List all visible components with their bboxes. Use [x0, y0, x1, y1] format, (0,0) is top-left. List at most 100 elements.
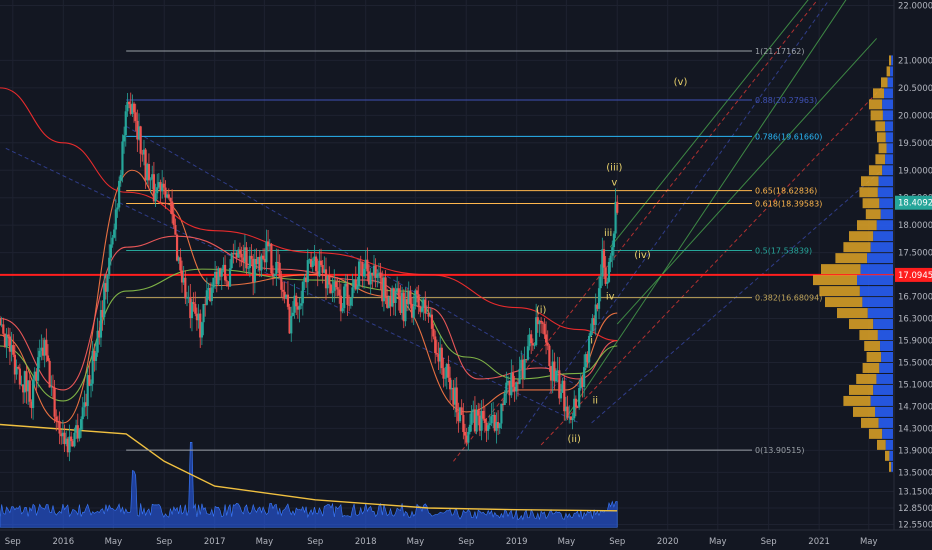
time-tick-label: Sep [761, 537, 777, 547]
volume-profile-bar-down [891, 55, 893, 66]
candle-body [412, 306, 415, 318]
candle-body [444, 377, 447, 379]
candle-body [589, 331, 592, 336]
candle-body [333, 281, 336, 291]
candle-body [276, 261, 280, 263]
candle-body [124, 111, 127, 136]
candle-body [180, 270, 184, 283]
candle-body [136, 120, 139, 140]
candle-body [508, 381, 511, 396]
volume-profile-bar-up [857, 220, 877, 231]
volume-profile-bar-up [866, 352, 882, 362]
candle-body [409, 290, 412, 305]
candle-body [528, 334, 531, 347]
volume-profile-bar-up [875, 121, 886, 132]
volume-profile-bar-down [857, 275, 893, 286]
candle-body [273, 273, 276, 277]
candle-body [473, 409, 477, 432]
candle-body [40, 347, 43, 351]
candle-body [114, 209, 117, 230]
volume-profile-bar-down [867, 253, 893, 264]
candle-body [218, 268, 222, 277]
candle-body [521, 359, 525, 379]
wave-label: ii [593, 396, 599, 407]
candle-body [204, 304, 207, 305]
candle-body [449, 377, 452, 390]
candle-body [391, 288, 394, 307]
time-tick-label: May [105, 537, 123, 547]
volume-profile-bar-down [876, 220, 893, 231]
candle-body [17, 366, 20, 369]
candle-body [232, 253, 235, 255]
candle-body [233, 252, 237, 255]
time-tick-label: 2021 [808, 537, 830, 547]
candle-body [419, 307, 422, 312]
wave-label: iii [604, 228, 612, 239]
volume-profile-bar-down [873, 231, 893, 242]
volume-profile [813, 55, 893, 472]
candle-body [505, 382, 508, 394]
candle-body [205, 290, 208, 305]
candle-body [396, 288, 399, 291]
candle-body [427, 313, 430, 317]
candle-body [18, 368, 21, 385]
candle-body [616, 201, 619, 213]
candle-body [230, 253, 233, 269]
fib-levels: 1(21.17162) 0.88(20.27963) 0.786(19.61660)… [0, 47, 894, 455]
volume-profile-bar-down [870, 242, 893, 253]
candle-body [579, 378, 582, 389]
price-tick-label: 17.50000 [898, 249, 932, 259]
candle-body [480, 410, 483, 431]
time-axis[interactable]: Sep 2016 May Sep 2017 May Sep 2018 May Sep 2019 May… [0, 529, 932, 550]
candle-body [58, 421, 61, 434]
candle-body [166, 194, 169, 198]
candle-body [151, 174, 154, 180]
candle-body [217, 268, 220, 285]
time-tick-label: 2019 [506, 537, 528, 547]
candle-body [536, 317, 539, 325]
candle-body [467, 431, 470, 443]
candle-body [156, 187, 159, 194]
candle-body [606, 281, 609, 284]
candle-body [207, 288, 210, 291]
volume-profile-bar-up [835, 253, 868, 264]
volume-profile-bar-up [859, 187, 878, 198]
candle-body [283, 291, 286, 299]
price-tick-label: 13.90000 [898, 446, 932, 456]
candle-body [65, 438, 68, 445]
volume-profile-bar-up [859, 330, 878, 341]
candle-body [104, 283, 108, 292]
candle-body [612, 233, 616, 248]
candle-body [346, 283, 349, 305]
candle-body [215, 271, 218, 285]
candle-body [56, 420, 60, 422]
candle-body [192, 302, 195, 304]
candle-body [88, 375, 91, 386]
candle-body [453, 387, 457, 405]
candle-body [323, 269, 326, 273]
candle-body [35, 371, 38, 381]
candle-body [301, 281, 304, 304]
candle-body [371, 272, 374, 276]
candle-body [553, 361, 556, 382]
price-tick-label: 22.00000 [898, 1, 932, 11]
volume-profile-bar-down [870, 395, 893, 406]
candle-body [607, 262, 611, 282]
candle-body [569, 416, 573, 420]
candle-body [71, 441, 74, 447]
candle-body [167, 194, 170, 198]
candle-body [500, 403, 503, 424]
candle-body [0, 318, 2, 326]
volume-profile-bar-down [859, 286, 893, 297]
time-tick-label: 2018 [355, 537, 377, 547]
candle-body [523, 359, 526, 379]
candle-body [31, 379, 35, 408]
candle-body [129, 104, 132, 114]
candle-body [131, 103, 134, 114]
candle-body [255, 258, 258, 265]
candle-body [558, 370, 561, 399]
candle-body [210, 287, 213, 302]
volume-profile-bar-up [864, 341, 881, 352]
candle-body [559, 392, 563, 399]
